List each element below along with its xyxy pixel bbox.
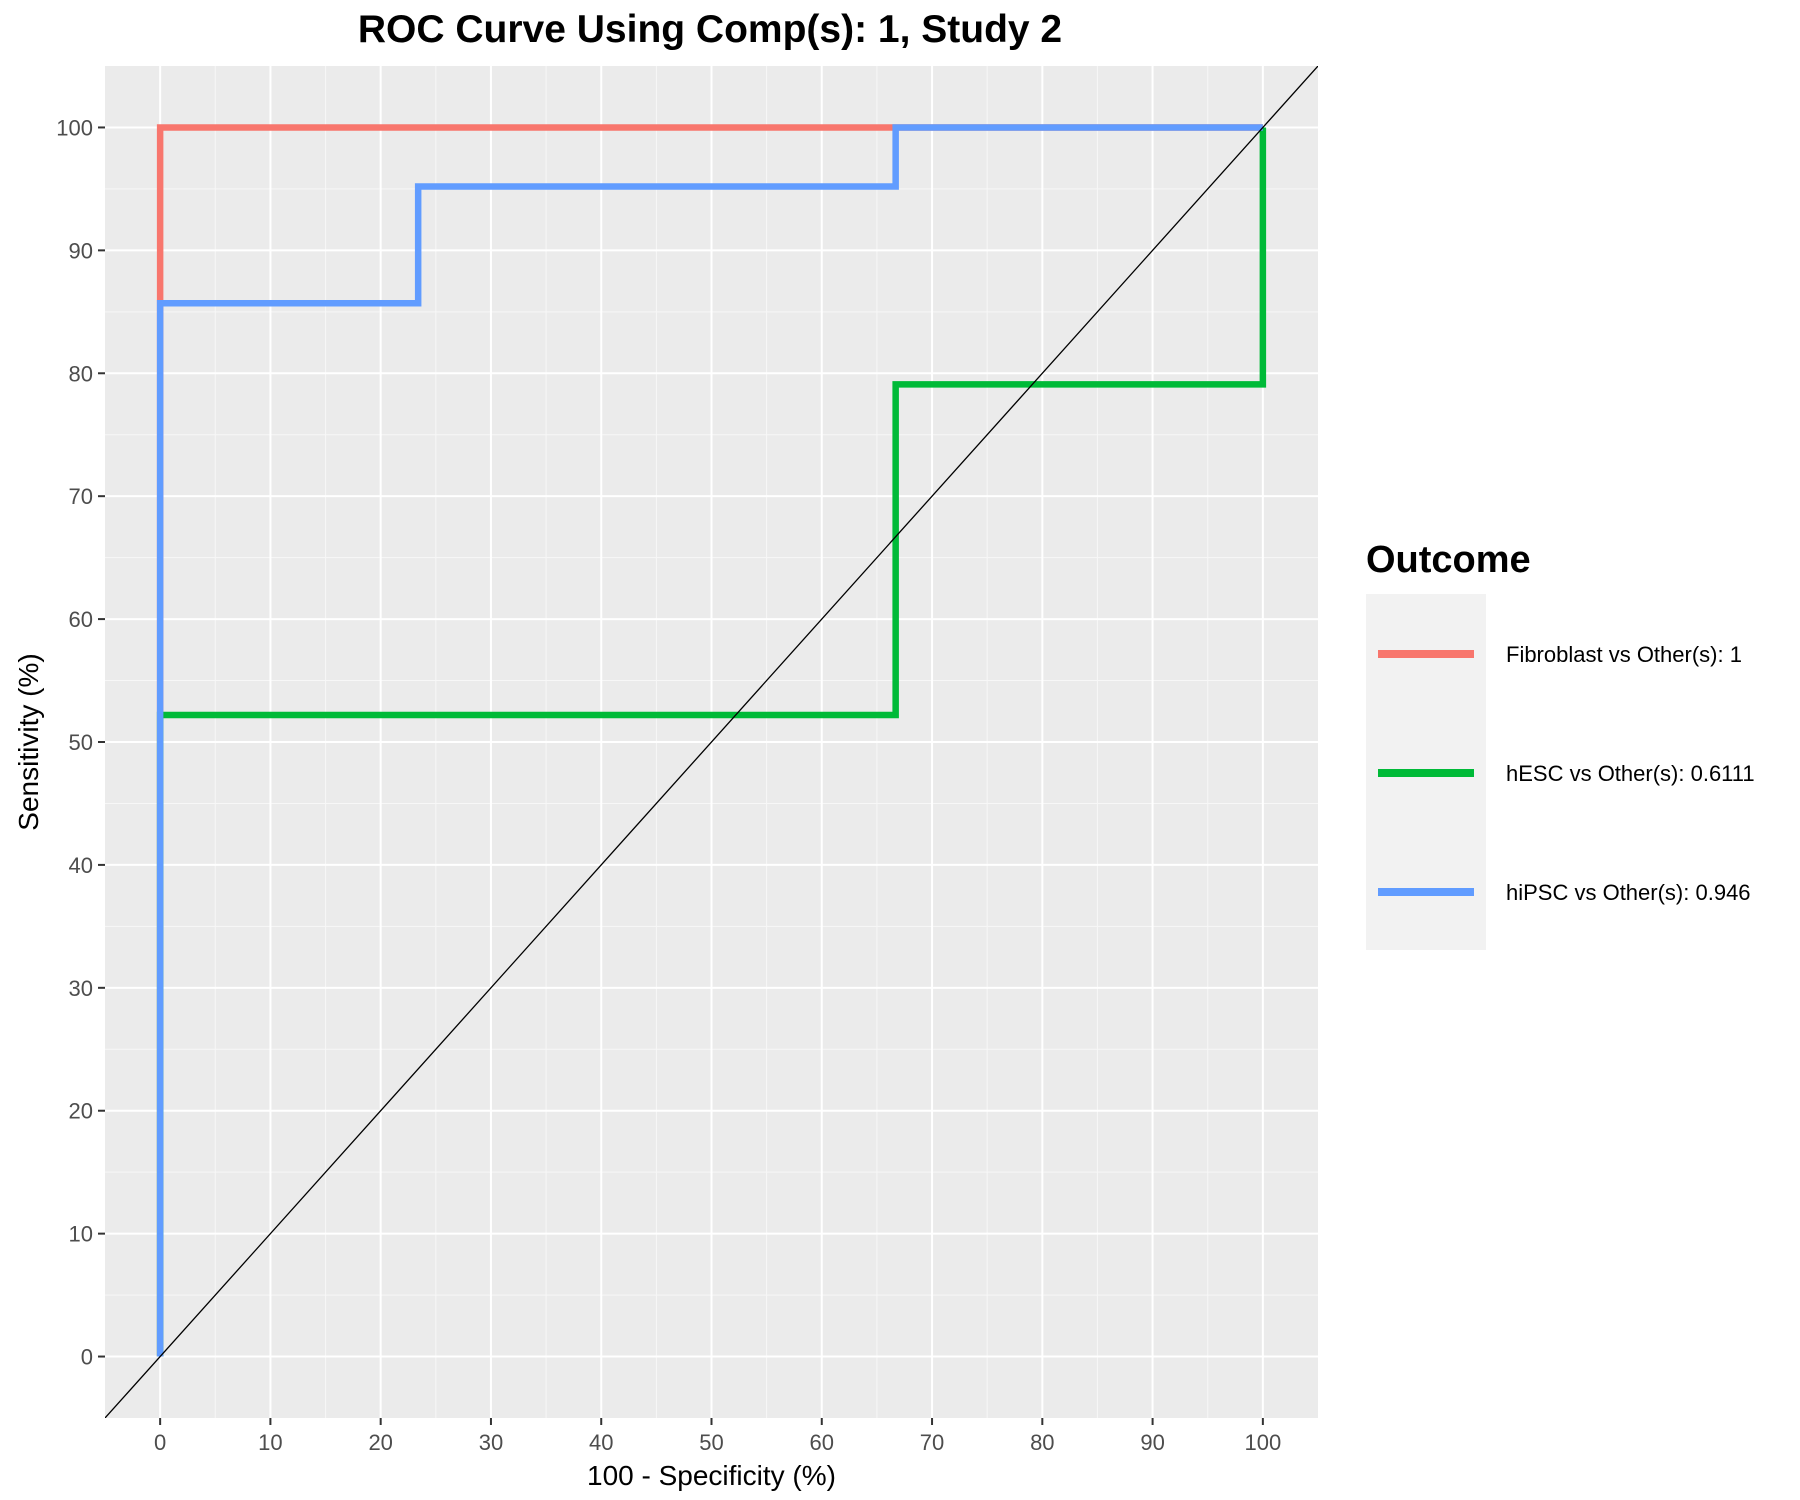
series-lines [156, 124, 1267, 1357]
y-tick-label: 80 [69, 361, 93, 386]
y-tick-label: 30 [69, 976, 93, 1001]
x-tick-label: 70 [920, 1430, 944, 1455]
x-tick-label: 0 [154, 1430, 166, 1455]
x-tick-label: 20 [368, 1430, 392, 1455]
legend-title: Outcome [1366, 539, 1531, 581]
reference-line [105, 66, 1318, 1418]
x-tick-label: 30 [479, 1430, 503, 1455]
legend-label-1: hESC vs Other(s): 0.6111 [1506, 761, 1755, 786]
x-tick-label: 80 [1030, 1430, 1054, 1455]
reference-diagonal [105, 66, 1318, 1418]
y-tick-label: 40 [69, 853, 93, 878]
y-axis-ticks: 0 10 20 30 40 50 60 70 80 90 100 [56, 115, 105, 1370]
x-axis-title: 100 - Specificity (%) [587, 1460, 836, 1491]
y-tick-label: 0 [81, 1345, 93, 1370]
series-line-2 [156, 124, 1263, 1357]
y-tick-label: 50 [69, 730, 93, 755]
x-tick-label: 10 [258, 1430, 282, 1455]
x-tick-label: 40 [589, 1430, 613, 1455]
x-tick-label: 90 [1140, 1430, 1164, 1455]
legend: Outcome Fibroblast vs Other(s): 1 hESC vs… [1366, 539, 1755, 950]
x-tick-label: 100 [1245, 1430, 1282, 1455]
y-tick-label: 10 [69, 1222, 93, 1247]
legend-items: Fibroblast vs Other(s): 1 hESC vs Other(s… [1378, 642, 1755, 905]
x-axis-ticks: 0 10 20 30 40 50 60 70 80 90 100 [154, 1418, 1281, 1455]
y-tick-label: 70 [69, 484, 93, 509]
legend-label-2: hiPSC vs Other(s): 0.946 [1506, 880, 1751, 905]
y-tick-label: 60 [69, 607, 93, 632]
y-tick-label: 20 [69, 1099, 93, 1124]
y-tick-label: 90 [69, 238, 93, 263]
x-tick-label: 50 [699, 1430, 723, 1455]
y-axis-title: Sensitivity (%) [13, 653, 44, 830]
x-tick-label: 60 [810, 1430, 834, 1455]
y-tick-label: 100 [56, 115, 93, 140]
legend-label-0: Fibroblast vs Other(s): 1 [1506, 642, 1742, 667]
chart-title: ROC Curve Using Comp(s): 1, Study 2 [358, 8, 1062, 51]
